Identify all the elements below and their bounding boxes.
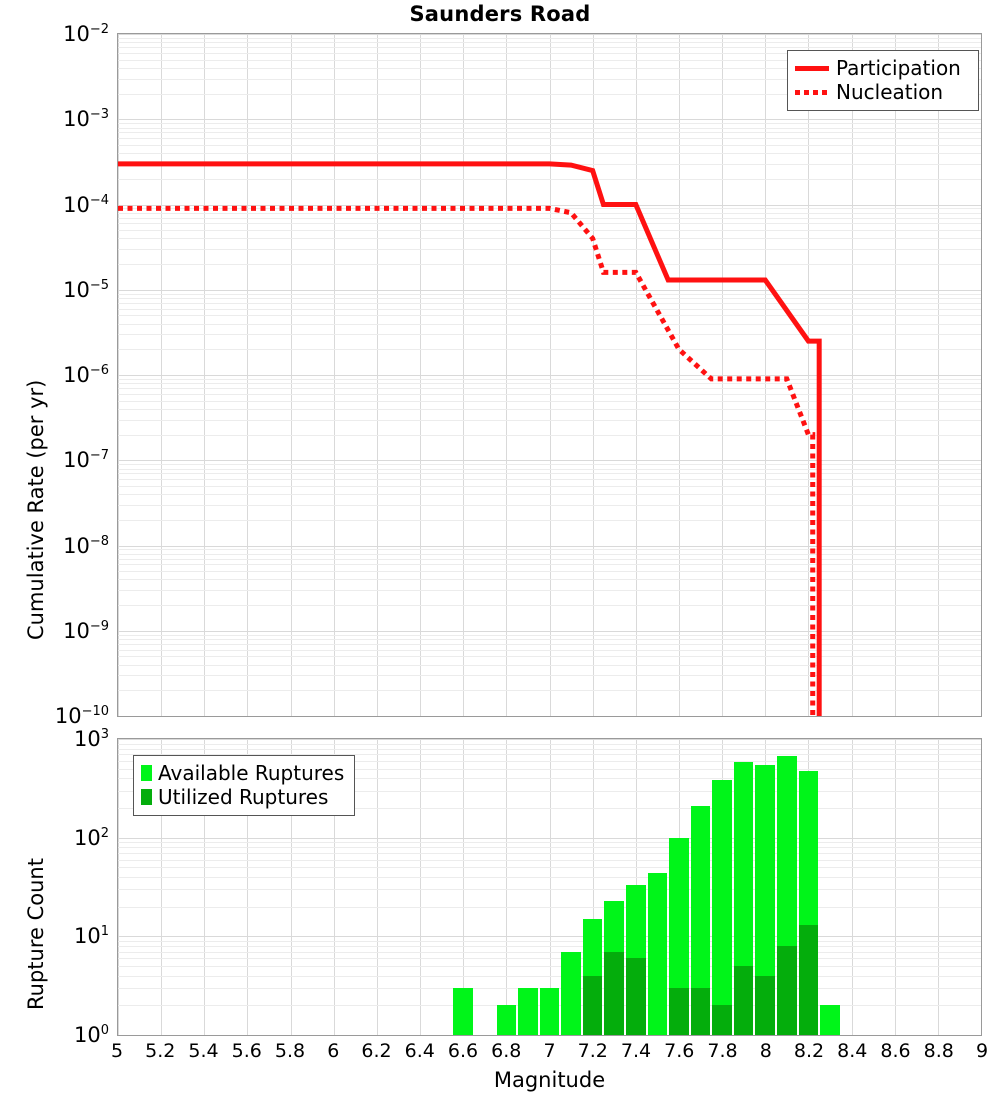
legend-item-nucleation: Nucleation: [795, 80, 969, 104]
legend-item-participation: Participation: [795, 56, 969, 80]
y-tick-label: 101: [73, 924, 109, 949]
x-tick-label: 6.6: [447, 1040, 479, 1062]
x-tick-label: 6.2: [361, 1040, 392, 1062]
x-tick-label: 5.8: [274, 1040, 306, 1062]
y-tick-label: 10−8: [63, 533, 109, 558]
y-tick-label: 100: [73, 1023, 109, 1047]
x-tick-label: 8.2: [793, 1040, 825, 1062]
rupture-bar: [712, 780, 732, 1035]
available-segment: [690, 805, 711, 1035]
x-tick-label: 7.4: [620, 1040, 652, 1062]
top-legend: Participation Nucleation: [787, 50, 979, 111]
utilized-segment: [690, 987, 711, 1035]
legend-item-utilized-ruptures: Utilized Ruptures: [141, 785, 345, 809]
y-tick-label: 103: [73, 727, 109, 751]
bottom-legend: Available Ruptures Utilized Ruptures: [133, 755, 355, 816]
x-tick-label: 8: [759, 1040, 772, 1062]
utilized-segment: [755, 975, 776, 1035]
x-tick-label: 8.4: [837, 1040, 868, 1062]
x-tick-label: 5.2: [145, 1040, 176, 1062]
available-segment: [647, 872, 668, 1035]
rupture-bar: [647, 872, 668, 1035]
x-tick-label: 9: [975, 1040, 989, 1062]
x-tick-label: 5.6: [231, 1040, 262, 1062]
rupture-bar: [561, 951, 581, 1035]
page-title: Saunders Road: [409, 2, 591, 26]
available-segment: [669, 837, 689, 1035]
utilized-color-swatch: [141, 789, 152, 805]
rupture-bar: [755, 764, 776, 1035]
legend-item-available-ruptures: Available Ruptures: [141, 761, 345, 785]
dotted-line-icon: [795, 89, 829, 95]
y-tick-label: 10−2: [63, 22, 109, 46]
rupture-bars: [118, 739, 981, 1035]
x-tick-label: 8.6: [880, 1040, 911, 1062]
rupture-bar: [820, 1005, 840, 1035]
utilized-segment: [604, 951, 624, 1035]
cumulative-rate-chart: [117, 33, 982, 717]
rupture-bar: [669, 837, 689, 1035]
rupture-bar: [690, 805, 711, 1035]
rupture-bar: [798, 771, 819, 1035]
rupture-bar: [496, 1005, 517, 1035]
utilized-segment: [669, 987, 689, 1035]
x-tick-label: 5: [110, 1040, 124, 1062]
rupture-bar: [777, 755, 797, 1035]
available-segment: [496, 1005, 517, 1035]
available-segment: [561, 951, 581, 1035]
x-tick-label: 6.8: [491, 1040, 522, 1062]
utilized-segment: [777, 945, 797, 1035]
available-segment: [820, 1005, 840, 1035]
x-tick-label: 5.4: [188, 1040, 219, 1062]
rupture-bar: [626, 885, 646, 1035]
rupture-bar: [582, 918, 603, 1035]
y-tick-label: 102: [73, 825, 109, 850]
x-tick-label: 7.8: [707, 1040, 738, 1062]
rupture-bar: [453, 987, 473, 1035]
rupture-bar: [539, 987, 560, 1035]
x-tick-label: 7: [543, 1040, 556, 1062]
top-y-axis-title: Cumulative Rate (per yr): [24, 379, 48, 640]
bottom-y-axis-title: Rupture Count: [24, 858, 48, 1010]
x-tick-label: 6: [327, 1040, 340, 1062]
available-color-swatch: [141, 765, 152, 781]
utilized-segment: [582, 975, 603, 1035]
solid-line-icon: [795, 65, 829, 71]
rupture-bar: [733, 762, 754, 1035]
rupture-bar: [518, 987, 538, 1035]
y-tick-label: 10−5: [63, 277, 109, 302]
mfd-curve-layer: [118, 161, 822, 716]
y-tick-label: 10−10: [54, 704, 109, 728]
available-segment: [453, 987, 473, 1035]
utilized-segment: [798, 925, 819, 1035]
x-tick-label: 7.2: [577, 1040, 608, 1062]
y-tick-label: 10−9: [63, 618, 109, 643]
y-tick-label: 10−3: [63, 107, 109, 132]
curve-nucleation: [118, 205, 816, 716]
y-tick-label: 10−7: [63, 448, 109, 473]
curve-participation: [118, 161, 822, 716]
y-tick-label: 10−6: [63, 363, 109, 387]
x-axis-title: Magnitude: [493, 1068, 606, 1092]
x-tick-label: 8.8: [923, 1040, 954, 1062]
utilized-segment: [712, 1005, 732, 1035]
utilized-segment: [733, 966, 754, 1035]
available-segment: [539, 987, 560, 1035]
available-segment: [755, 764, 776, 1035]
top-gridlines: [118, 34, 981, 716]
y-tick-label: 10−4: [63, 192, 109, 217]
x-tick-label: 6.4: [404, 1040, 435, 1062]
available-segment: [712, 780, 732, 1035]
available-segment: [518, 987, 538, 1035]
utilized-segment: [626, 958, 646, 1035]
rupture-bar: [604, 900, 624, 1035]
x-tick-label: 7.6: [664, 1040, 695, 1062]
